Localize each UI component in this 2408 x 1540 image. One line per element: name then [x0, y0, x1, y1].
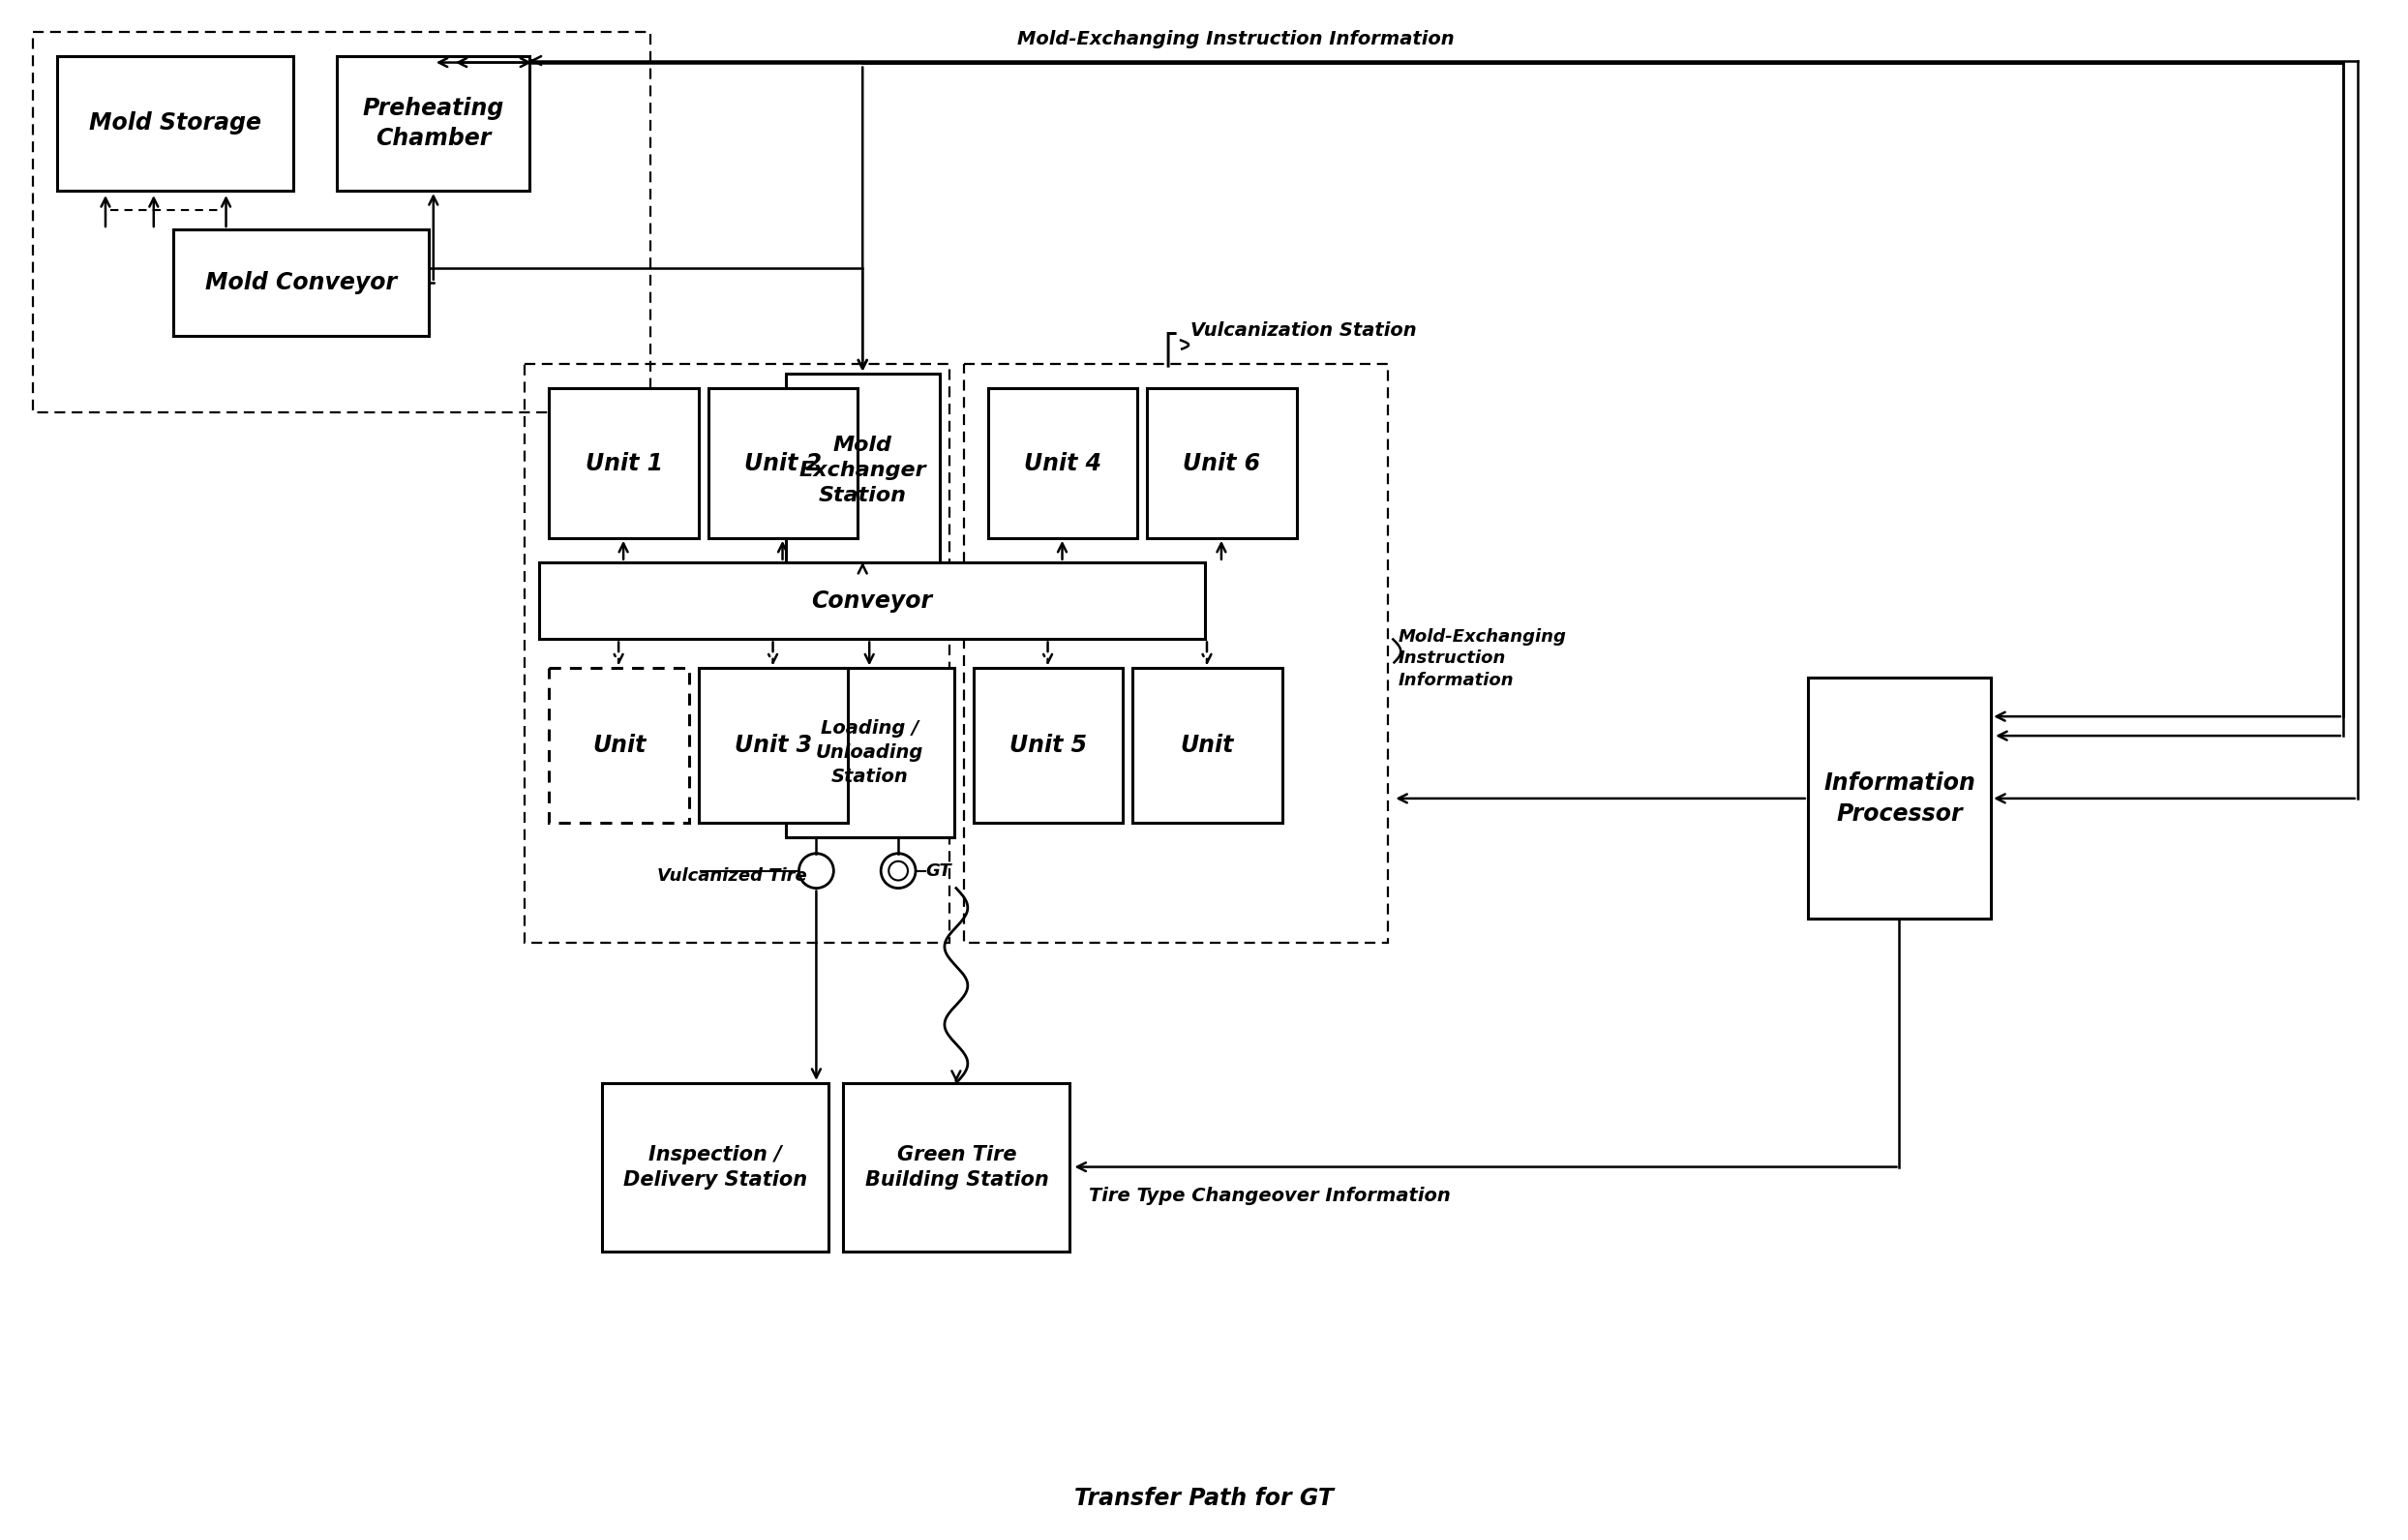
- Text: Unit 6: Unit 6: [1182, 451, 1262, 474]
- Bar: [549, 668, 689, 822]
- Text: Mold Conveyor: Mold Conveyor: [205, 271, 397, 294]
- Bar: [337, 55, 530, 191]
- Text: Mold-Exchanging Instruction Information: Mold-Exchanging Instruction Information: [1016, 31, 1454, 49]
- Text: Unit 1: Unit 1: [585, 451, 662, 474]
- Text: Unit 4: Unit 4: [1023, 451, 1100, 474]
- Bar: [987, 388, 1137, 537]
- Text: Preheating
Chamber: Preheating Chamber: [364, 97, 503, 151]
- Text: Unit 3: Unit 3: [734, 733, 811, 758]
- Bar: [549, 388, 698, 537]
- Text: Loading /
Unloading
Station: Loading / Unloading Station: [816, 719, 925, 785]
- Text: Green Tire
Building Station: Green Tire Building Station: [864, 1144, 1047, 1190]
- Text: Vulcanized Tire: Vulcanized Tire: [657, 867, 807, 884]
- Text: Conveyor: Conveyor: [811, 590, 932, 613]
- Text: Tire Type Changeover Information: Tire Type Changeover Information: [1088, 1187, 1452, 1206]
- Bar: [1132, 668, 1281, 822]
- Text: Inspection /
Delivery Station: Inspection / Delivery Station: [624, 1144, 807, 1190]
- Text: Transfer Path for GT: Transfer Path for GT: [1074, 1488, 1334, 1511]
- Bar: [963, 365, 1389, 942]
- Bar: [785, 374, 939, 567]
- Bar: [785, 668, 954, 838]
- Text: Mold
Exchanger
Station: Mold Exchanger Station: [799, 436, 927, 505]
- Bar: [1808, 678, 1991, 919]
- Bar: [58, 55, 294, 191]
- Bar: [602, 1083, 828, 1252]
- Bar: [708, 388, 857, 537]
- Bar: [698, 668, 848, 822]
- Bar: [34, 32, 650, 413]
- Bar: [1146, 388, 1296, 537]
- Text: ⎡: ⎡: [1163, 333, 1178, 368]
- Bar: [539, 562, 1204, 639]
- Bar: [843, 1083, 1069, 1252]
- Bar: [525, 365, 949, 942]
- Text: Information
Processor: Information Processor: [1823, 772, 1975, 825]
- Text: Unit 2: Unit 2: [744, 451, 821, 474]
- Text: Unit: Unit: [1180, 733, 1235, 758]
- Text: Mold Storage: Mold Storage: [89, 111, 262, 136]
- Bar: [973, 668, 1122, 822]
- Text: Vulcanization Station: Vulcanization Station: [1190, 322, 1416, 340]
- Text: GT: GT: [925, 862, 951, 879]
- Text: Unit: Unit: [592, 733, 645, 758]
- Text: Unit 5: Unit 5: [1009, 733, 1086, 758]
- Text: Mold-Exchanging
Instruction
Information: Mold-Exchanging Instruction Information: [1399, 628, 1565, 688]
- Bar: [173, 229, 429, 336]
